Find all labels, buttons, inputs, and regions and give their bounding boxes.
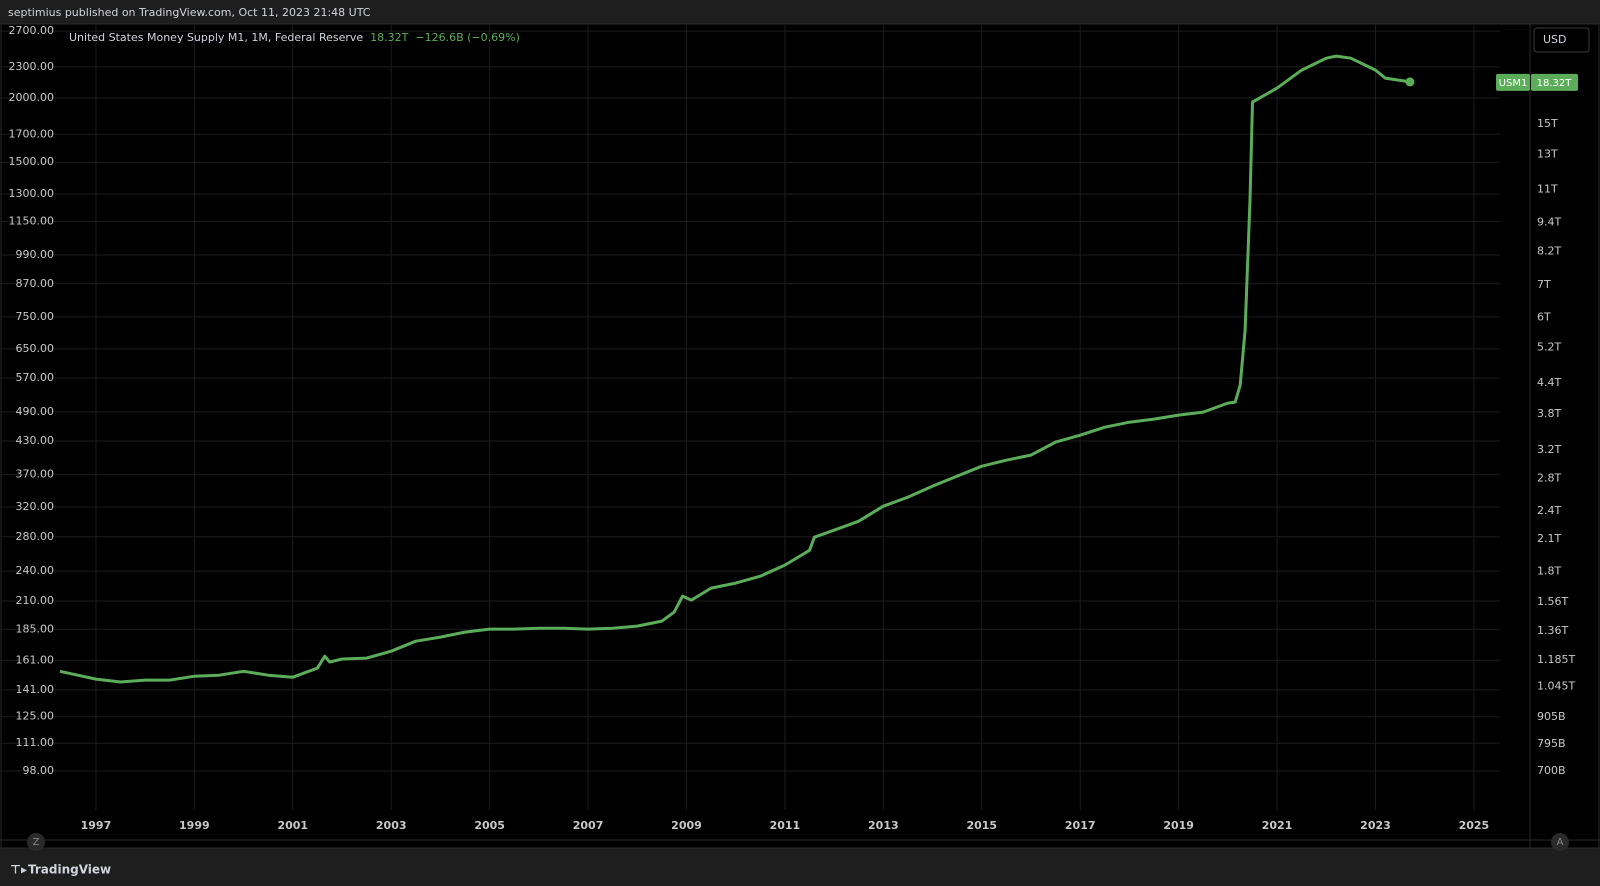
legend: United States Money Supply M1, 1M, Feder… <box>69 31 520 44</box>
x-tick-label: 2025 <box>1459 819 1490 832</box>
y2-tick-label: 1.56T <box>1537 595 1568 608</box>
y2-tick-label: 1.8T <box>1537 565 1561 578</box>
y-tick-label: 185.00 <box>16 622 55 635</box>
y-tick-label: 1500.00 <box>9 155 55 168</box>
left-button-label[interactable]: Z <box>33 837 40 848</box>
price-badge-label: 18.32T <box>1537 78 1573 89</box>
y2-tick-label: 7T <box>1537 278 1551 291</box>
x-tick-label: 2017 <box>1065 819 1096 832</box>
y2-tick-label: 3.8T <box>1537 407 1561 420</box>
currency[interactable]: USD <box>1543 33 1567 46</box>
x-tick-label: 2019 <box>1163 819 1194 832</box>
y-tick-label: 2000.00 <box>9 91 55 104</box>
y-tick-label: 280.00 <box>16 530 55 543</box>
y2-tick-label: 700B <box>1537 764 1566 777</box>
x-tick-label: 2003 <box>376 819 407 832</box>
y-tick-label: 240.00 <box>16 564 55 577</box>
y2-tick-label: 795B <box>1537 737 1566 750</box>
legend-value: 18.32T <box>370 31 408 44</box>
y-tick-label: 430.00 <box>16 434 55 447</box>
right-button-label[interactable]: A <box>1557 837 1564 848</box>
brand: TradingView <box>28 863 111 877</box>
y-tick-label: 210.00 <box>16 594 55 607</box>
x-tick-label: 1997 <box>81 819 112 832</box>
y-tick-label: 990.00 <box>16 248 55 261</box>
y-tick-label: 2700.00 <box>9 24 55 37</box>
x-tick-label: 2011 <box>770 819 801 832</box>
y2-tick-label: 13T <box>1537 147 1558 160</box>
x-tick-label: 2007 <box>573 819 604 832</box>
x-tick-label: 2013 <box>868 819 899 832</box>
y2-tick-label: 2.4T <box>1537 504 1561 517</box>
y2-tick-label: 905B <box>1537 710 1566 723</box>
x-tick-label: 2023 <box>1360 819 1391 832</box>
series-line <box>59 54 1411 684</box>
x-tick-label: 2015 <box>966 819 997 832</box>
y2-tick-label: 15T <box>1537 117 1558 130</box>
y-tick-label: 320.00 <box>16 500 55 513</box>
y2-tick-label: 3.2T <box>1537 443 1561 456</box>
y-tick-label: 750.00 <box>16 310 55 323</box>
y-tick-label: 1150.00 <box>9 215 55 228</box>
top-bar <box>0 0 1600 24</box>
bottom-bar <box>0 848 1600 886</box>
y-tick-label: 650.00 <box>16 342 55 355</box>
y-tick-label: 98.00 <box>23 764 55 777</box>
y-tick-label: 2300.00 <box>9 60 55 73</box>
y-tick-label: 125.00 <box>16 710 55 723</box>
y-tick-label: 370.00 <box>16 468 55 481</box>
price-badge <box>1531 73 1578 91</box>
y2-tick-label: 6T <box>1537 311 1551 324</box>
y2-tick-label: 4.4T <box>1537 376 1561 389</box>
y-tick-label: 111.00 <box>16 736 55 749</box>
y2-tick-label: 11T <box>1537 183 1558 196</box>
y2-tick-label: 1.045T <box>1537 679 1575 692</box>
y-tick-label: 490.00 <box>16 405 55 418</box>
y-tick-label: 1300.00 <box>9 187 55 200</box>
frame <box>0 23 1600 849</box>
y2-tick-label: 2.1T <box>1537 532 1561 545</box>
y-tick-label: 141.00 <box>16 683 55 696</box>
brand-logo: ⊤▸ <box>10 863 27 877</box>
y2-tick-label: 1.36T <box>1537 624 1568 637</box>
x-tick-label: 2021 <box>1262 819 1293 832</box>
series-badge-name: USM1 <box>1499 78 1528 89</box>
y2-tick-label: 1.185T <box>1537 653 1575 666</box>
y2-tick-label: 9.4T <box>1537 216 1561 229</box>
x-tick-label: 1999 <box>179 819 210 832</box>
series-badge <box>1496 73 1530 91</box>
currency-box[interactable] <box>1533 27 1590 53</box>
last-point <box>1405 77 1415 87</box>
y-tick-label: 870.00 <box>16 277 55 290</box>
x-tick-label: 2001 <box>277 819 308 832</box>
plot: 1997 1999 2001 2003 2005 2007 2009 2011 2013 2015… <box>0 24 1578 832</box>
y-tick-label: 1700.00 <box>9 127 55 140</box>
y2-tick-label: 5.2T <box>1537 341 1561 354</box>
legend-change: −126.6B (−0.69%) <box>415 31 520 44</box>
y2-tick-label: 2.8T <box>1537 471 1561 484</box>
y-tick-label: 161.00 <box>16 653 55 666</box>
x-tick-label: 2009 <box>671 819 702 832</box>
x-tick-label: 2005 <box>474 819 505 832</box>
y2-tick-label: 8.2T <box>1537 245 1561 258</box>
left-button[interactable] <box>27 833 45 851</box>
legend-title: United States Money Supply M1, 1M, Feder… <box>69 31 363 44</box>
right-button[interactable] <box>1551 833 1569 851</box>
publisher: septimius published on TradingView.com, … <box>8 6 371 19</box>
y-tick-label: 570.00 <box>16 371 55 384</box>
